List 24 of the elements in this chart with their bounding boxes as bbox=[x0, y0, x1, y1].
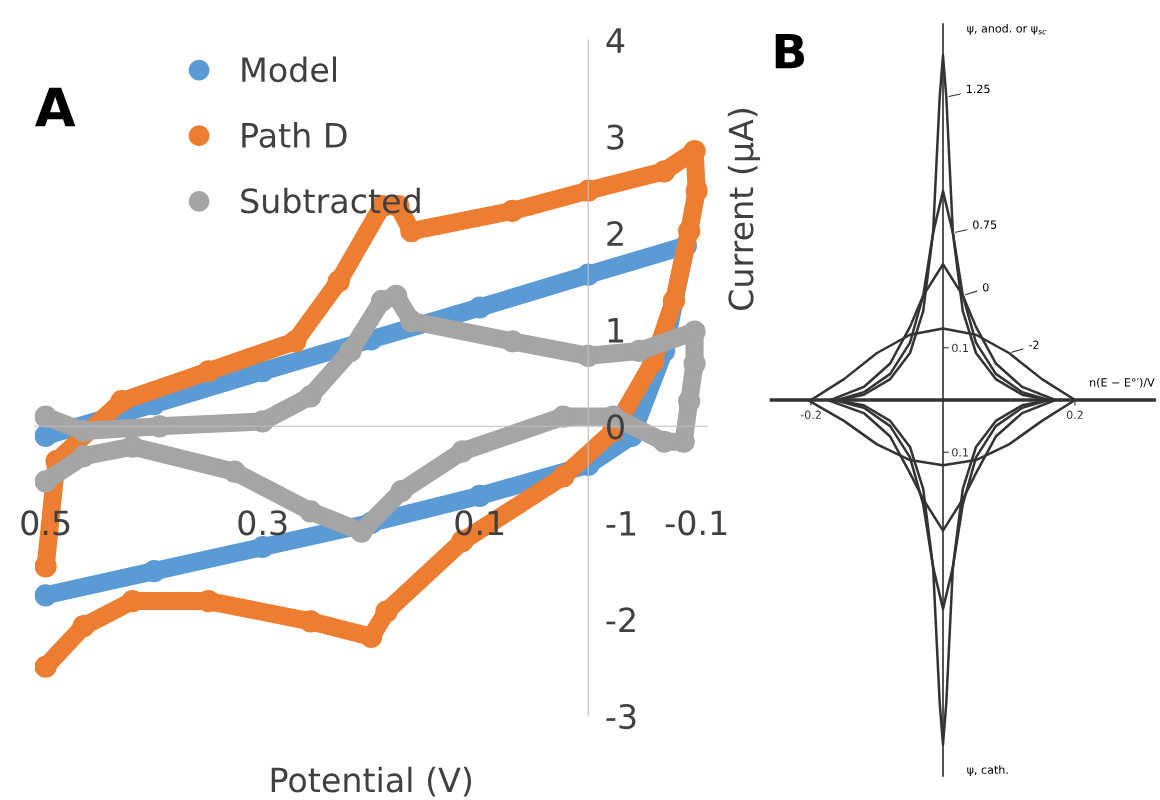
chart-title: B bbox=[775, 33, 805, 69]
y-tick-label: -3 bbox=[606, 703, 636, 730]
x-tick-label: 0.2 bbox=[1066, 410, 1083, 420]
x-tick-label: -0.2 bbox=[800, 410, 821, 420]
legend-label: 0.75 bbox=[973, 220, 997, 229]
y-tick-label: 1 bbox=[608, 318, 624, 343]
y-tick-label: 2 bbox=[607, 221, 623, 246]
y-tick-label: 3 bbox=[607, 124, 624, 150]
y-tick-label: -1 bbox=[606, 511, 636, 536]
y-tick-label: -2 bbox=[606, 607, 635, 633]
y-axis-title: ψ, anod. or ψ$_{sc}$ bbox=[967, 24, 1047, 35]
legend-label: 1.25 bbox=[966, 84, 990, 94]
x-tick-label: 0.3 bbox=[238, 510, 287, 536]
y-tick-label: 4 bbox=[606, 28, 625, 53]
legend-label: Path D bbox=[242, 122, 347, 148]
x-axis-title: Potential (V) bbox=[271, 766, 472, 797]
y-axis-title: Current (μA) bbox=[727, 108, 761, 311]
text: A bbox=[35, 87, 76, 127]
legend-label: 0 bbox=[982, 283, 989, 292]
legend-label: -2 bbox=[1028, 340, 1039, 349]
x-axis-title: n(E − E°′)/V bbox=[1090, 377, 1155, 388]
annotation: ψ, cath. bbox=[967, 765, 1008, 776]
x-tick-label: -0.1 bbox=[665, 510, 727, 536]
legend-label: Model bbox=[242, 56, 337, 83]
